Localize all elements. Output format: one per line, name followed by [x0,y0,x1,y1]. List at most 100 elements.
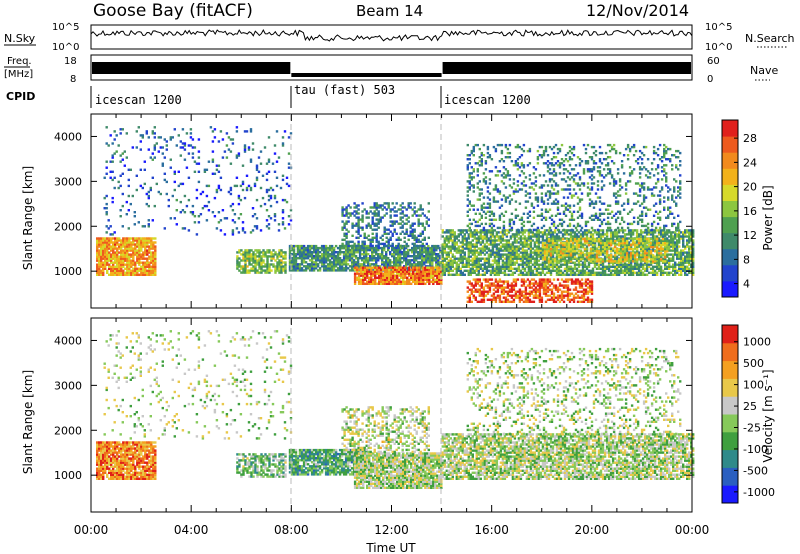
heatmap-cell [469,229,472,232]
heatmap-cell [557,239,561,242]
heatmap-cell [354,251,358,254]
heatmap-cell [280,271,283,274]
heatmap-cell [360,244,364,248]
heatmap-cell [631,243,635,246]
heatmap-cell [562,300,566,303]
heatmap-cell [386,276,389,279]
heatmap-cell [580,278,584,281]
heatmap-cell [672,247,675,250]
heatmap-cell [314,255,318,258]
heatmap-cell [318,259,322,262]
heatmap-cell [238,251,241,254]
heatmap-cell [373,204,376,207]
heatmap-cell [468,162,471,165]
heatmap-cell [326,251,330,254]
heatmap-cell [478,300,481,303]
heatmap-cell [266,271,269,274]
heatmap-cell [441,251,444,254]
heatmap-cell [126,269,129,272]
heatmap-cell [302,244,306,248]
heatmap-cell [537,271,541,274]
heatmap-cell [254,261,257,264]
heatmap-cell [300,259,304,262]
nave-tick-bottom: 0 [707,74,713,85]
heatmap-cell [581,253,585,256]
heatmap-cell [296,248,300,252]
heatmap-cell [555,235,559,238]
heatmap-cell [106,255,109,258]
heatmap-cell [555,257,559,260]
heatmap-cell [328,267,332,270]
heatmap-cell [152,247,155,250]
heatmap-cell [122,245,125,248]
heatmap-cell [314,259,318,262]
heatmap-cell [349,214,352,217]
heatmap-cell [417,246,420,250]
heatmap-cell [490,278,494,281]
heatmap-cell [599,239,603,242]
heatmap-cell [332,253,336,256]
heatmap-cell [236,267,239,270]
heatmap-cell [396,280,399,283]
heatmap-cell [541,249,545,252]
heatmap-cell [535,247,539,250]
heatmap-cell [463,235,466,238]
heatmap-cell [402,278,405,281]
heatmap-cell [399,238,402,241]
heatmap-cell [440,272,443,275]
heatmap-cell [674,241,677,244]
heatmap-cell [440,282,443,285]
heatmap-cell [369,248,372,252]
heatmap-cell [312,244,316,248]
heatmap-cell [511,233,515,236]
heatmap-cell [403,222,406,225]
heatmap-cell [473,253,476,256]
heatmap-cell [408,272,411,275]
heatmap-cell [292,246,296,250]
heatmap-cell [154,259,157,262]
heatmap-cell [314,253,318,256]
heatmap-cell [106,237,109,240]
heatmap-cell [409,259,412,262]
heatmap-cell [108,267,111,270]
heatmap-cell [413,255,416,258]
heatmap-cell [351,224,354,227]
heatmap-cell [647,245,651,248]
heatmap-cell [629,233,633,236]
heatmap-cell [466,296,469,299]
heatmap-cell [443,243,446,246]
heatmap-cell [680,253,683,256]
heatmap-cell [399,246,402,250]
heatmap-cell [278,259,281,262]
heatmap-cell [633,229,637,232]
heatmap-cell [429,257,432,260]
heatmap-cell [439,251,442,254]
heatmap-cell [488,284,492,287]
heatmap-cell [397,222,400,225]
heatmap-cell [674,253,677,256]
heatmap-cell [244,259,247,262]
heatmap-cell [322,255,326,258]
heatmap-cell [375,236,378,239]
heatmap-cell [363,242,366,246]
heatmap-cell [653,245,657,248]
heatmap-cell [377,259,380,262]
heatmap-cell [134,243,137,246]
heatmap-cell [385,263,388,266]
heatmap-cell [385,251,388,254]
heatmap-cell [601,235,605,238]
heatmap-cell [358,257,362,260]
heatmap-cell [686,261,689,264]
heatmap-cell [511,261,515,264]
heatmap-cell [567,261,571,264]
heatmap-cell [459,245,462,248]
heatmap-cell [465,263,468,266]
heatmap-cell [555,267,559,270]
heatmap-cell [124,253,127,256]
heatmap-cell [690,255,693,258]
heatmap-cell [590,288,594,291]
heatmap-cell [326,253,330,256]
heatmap-cell [430,270,433,273]
heatmap-cell [116,239,119,242]
heatmap-cell [577,265,581,268]
